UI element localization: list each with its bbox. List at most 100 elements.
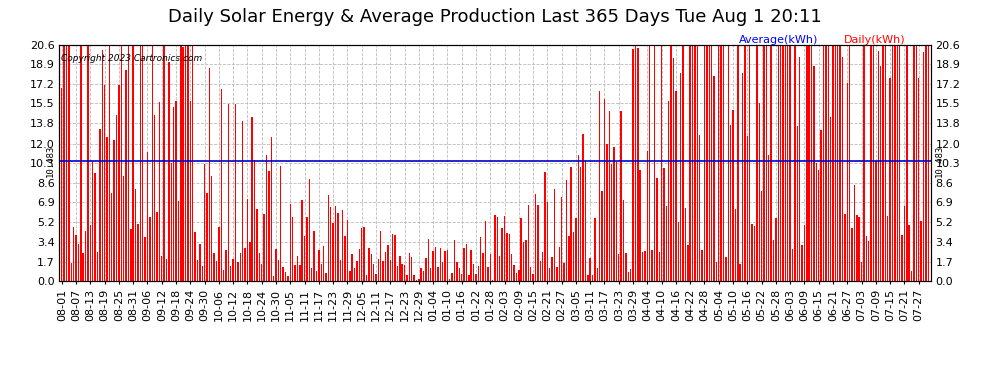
Bar xyxy=(192,45,193,281)
Bar xyxy=(465,244,467,281)
Bar xyxy=(861,262,862,281)
Bar xyxy=(306,217,308,281)
Bar xyxy=(156,211,157,281)
Bar xyxy=(687,245,688,281)
Bar xyxy=(340,260,341,281)
Bar xyxy=(785,45,786,281)
Bar xyxy=(551,256,552,281)
Bar xyxy=(456,262,457,281)
Bar xyxy=(118,85,120,281)
Bar xyxy=(414,275,415,281)
Bar xyxy=(653,45,655,281)
Bar xyxy=(635,45,637,281)
Bar xyxy=(218,227,220,281)
Bar xyxy=(314,231,315,281)
Bar xyxy=(765,45,767,281)
Bar xyxy=(535,194,537,281)
Bar xyxy=(130,229,132,281)
Bar xyxy=(440,248,441,281)
Text: Daily(kWh): Daily(kWh) xyxy=(843,35,905,45)
Bar xyxy=(530,267,532,281)
Bar xyxy=(838,45,839,281)
Bar xyxy=(663,168,664,281)
Bar xyxy=(575,218,576,281)
Bar xyxy=(870,45,872,281)
Bar xyxy=(521,218,522,281)
Bar xyxy=(842,57,843,281)
Bar xyxy=(787,45,788,281)
Bar xyxy=(226,250,227,281)
Bar xyxy=(889,78,891,281)
Bar xyxy=(749,45,750,281)
Bar xyxy=(825,45,827,281)
Bar xyxy=(177,201,179,281)
Bar xyxy=(580,167,581,281)
Bar xyxy=(211,176,213,281)
Bar xyxy=(775,217,776,281)
Bar xyxy=(316,271,317,281)
Bar xyxy=(280,166,281,281)
Bar xyxy=(573,232,574,281)
Bar xyxy=(823,45,825,281)
Bar xyxy=(606,144,608,281)
Bar xyxy=(363,226,364,281)
Bar xyxy=(242,121,244,281)
Bar xyxy=(511,254,513,281)
Bar xyxy=(387,244,389,281)
Bar xyxy=(202,266,203,281)
Bar xyxy=(140,45,141,281)
Bar xyxy=(751,224,752,281)
Bar xyxy=(501,228,503,281)
Bar xyxy=(114,140,115,281)
Bar xyxy=(873,45,874,281)
Bar xyxy=(709,45,710,281)
Bar xyxy=(97,252,98,281)
Bar xyxy=(182,48,184,281)
Bar xyxy=(604,99,605,281)
Bar xyxy=(544,172,545,281)
Bar xyxy=(901,236,903,281)
Bar xyxy=(670,45,672,281)
Bar xyxy=(585,161,586,281)
Bar xyxy=(418,279,420,281)
Text: Daily Solar Energy & Average Production Last 365 Days Tue Aug 1 20:11: Daily Solar Energy & Average Production … xyxy=(168,8,822,26)
Bar xyxy=(370,254,372,281)
Bar xyxy=(851,228,852,281)
Bar xyxy=(123,176,125,281)
Bar xyxy=(587,275,588,281)
Bar xyxy=(542,252,544,281)
Bar xyxy=(290,204,291,281)
Bar xyxy=(168,62,169,281)
Bar xyxy=(149,217,150,281)
Bar xyxy=(768,155,769,281)
Bar xyxy=(713,76,715,281)
Bar xyxy=(658,252,660,281)
Bar xyxy=(175,101,177,281)
Bar xyxy=(78,243,79,281)
Bar xyxy=(692,45,693,281)
Bar xyxy=(318,250,320,281)
Bar xyxy=(694,45,696,281)
Bar xyxy=(445,251,446,281)
Bar xyxy=(446,251,448,281)
Bar xyxy=(723,45,725,281)
Bar xyxy=(265,155,267,281)
Bar xyxy=(782,45,784,281)
Bar xyxy=(68,45,69,281)
Text: Copyright 2023 Cartronics.com: Copyright 2023 Cartronics.com xyxy=(61,54,202,63)
Bar xyxy=(844,214,845,281)
Bar xyxy=(533,274,534,281)
Bar xyxy=(135,189,137,281)
Bar xyxy=(468,275,469,281)
Bar xyxy=(689,45,691,281)
Text: 10.483: 10.483 xyxy=(47,145,55,177)
Bar xyxy=(792,249,793,281)
Bar xyxy=(921,221,922,281)
Bar xyxy=(435,247,437,281)
Bar xyxy=(518,270,520,281)
Bar xyxy=(665,206,667,281)
Bar xyxy=(570,167,572,281)
Bar xyxy=(302,200,303,281)
Bar xyxy=(497,217,498,281)
Text: Average(kWh): Average(kWh) xyxy=(739,35,819,45)
